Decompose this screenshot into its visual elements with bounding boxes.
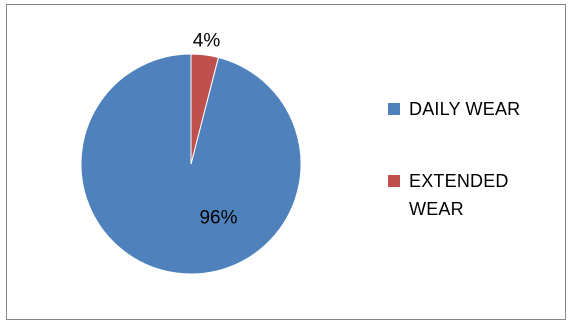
legend-item-extended-wear: EXTENDED WEAR [388, 167, 558, 223]
legend-swatch-extended-wear [388, 175, 400, 187]
data-label-extended-wear: 4% [193, 30, 221, 51]
data-label-daily-wear: 96% [199, 207, 237, 228]
legend-label-daily-wear: DAILY WEAR [409, 95, 558, 123]
legend-swatch-daily-wear [388, 103, 400, 115]
legend: DAILY WEAR EXTENDED WEAR [388, 95, 558, 267]
legend-item-daily-wear: DAILY WEAR [388, 95, 558, 123]
legend-label-extended-wear: EXTENDED WEAR [409, 167, 529, 223]
